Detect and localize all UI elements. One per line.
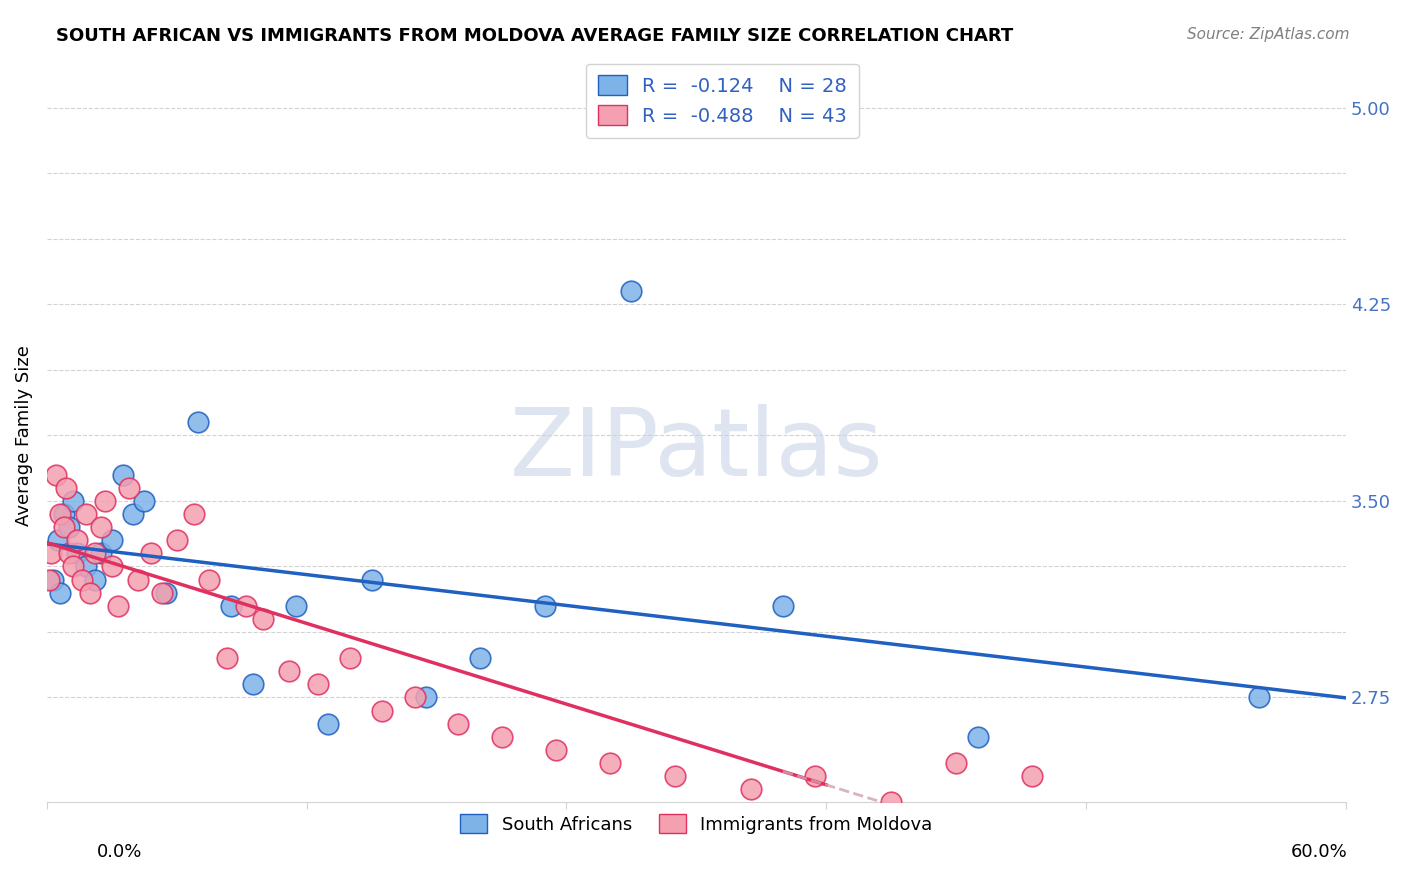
- Point: [1249, 690, 1271, 705]
- Point: [101, 533, 124, 548]
- Point: [183, 507, 205, 521]
- Point: [53, 520, 76, 534]
- Text: ZIPatlas: ZIPatlas: [509, 404, 883, 496]
- Point: [447, 716, 470, 731]
- Point: [404, 690, 426, 705]
- Point: [371, 704, 394, 718]
- Point: [107, 599, 129, 613]
- Point: [307, 677, 329, 691]
- Point: [62, 494, 84, 508]
- Point: [740, 782, 762, 797]
- Point: [45, 467, 67, 482]
- Point: [278, 665, 301, 679]
- Point: [90, 546, 112, 560]
- Point: [1097, 808, 1119, 822]
- Point: [42, 573, 65, 587]
- Point: [534, 599, 557, 613]
- Point: [39, 546, 62, 560]
- Point: [134, 494, 156, 508]
- Point: [620, 285, 643, 299]
- Point: [58, 520, 80, 534]
- Point: [83, 573, 105, 587]
- Point: [804, 769, 827, 783]
- Point: [1021, 769, 1043, 783]
- Point: [339, 651, 361, 665]
- Point: [122, 507, 145, 521]
- Point: [94, 494, 117, 508]
- Point: [166, 533, 188, 548]
- Point: [111, 467, 134, 482]
- Point: [118, 481, 141, 495]
- Point: [664, 769, 686, 783]
- Point: [55, 481, 77, 495]
- Point: [46, 533, 69, 548]
- Point: [219, 599, 242, 613]
- Legend: South Africans, Immigrants from Moldova: South Africans, Immigrants from Moldova: [450, 804, 943, 845]
- Text: 0.0%: 0.0%: [97, 843, 142, 861]
- Point: [772, 599, 794, 613]
- Point: [139, 546, 162, 560]
- Point: [70, 573, 93, 587]
- Point: [284, 599, 307, 613]
- Point: [66, 546, 89, 560]
- Point: [49, 585, 72, 599]
- Point: [155, 585, 177, 599]
- Point: [491, 730, 513, 744]
- Point: [58, 546, 80, 560]
- Text: SOUTH AFRICAN VS IMMIGRANTS FROM MOLDOVA AVERAGE FAMILY SIZE CORRELATION CHART: SOUTH AFRICAN VS IMMIGRANTS FROM MOLDOVA…: [56, 27, 1014, 45]
- Point: [242, 677, 264, 691]
- Point: [360, 573, 382, 587]
- Point: [90, 520, 112, 534]
- Point: [415, 690, 437, 705]
- Point: [127, 573, 149, 587]
- Point: [468, 651, 491, 665]
- Point: [62, 559, 84, 574]
- Point: [79, 585, 101, 599]
- Point: [38, 573, 60, 587]
- Point: [187, 415, 209, 429]
- Point: [75, 507, 97, 521]
- Point: [318, 716, 340, 731]
- Point: [880, 795, 903, 809]
- Point: [945, 756, 967, 770]
- Point: [544, 743, 567, 757]
- Text: Source: ZipAtlas.com: Source: ZipAtlas.com: [1187, 27, 1350, 42]
- Y-axis label: Average Family Size: Average Family Size: [15, 345, 32, 525]
- Point: [599, 756, 621, 770]
- Point: [75, 559, 97, 574]
- Point: [49, 507, 72, 521]
- Point: [198, 573, 221, 587]
- Point: [53, 507, 76, 521]
- Point: [101, 559, 124, 574]
- Point: [966, 730, 988, 744]
- Point: [215, 651, 238, 665]
- Point: [66, 533, 89, 548]
- Point: [235, 599, 257, 613]
- Point: [252, 612, 274, 626]
- Text: 60.0%: 60.0%: [1291, 843, 1347, 861]
- Point: [83, 546, 105, 560]
- Point: [150, 585, 173, 599]
